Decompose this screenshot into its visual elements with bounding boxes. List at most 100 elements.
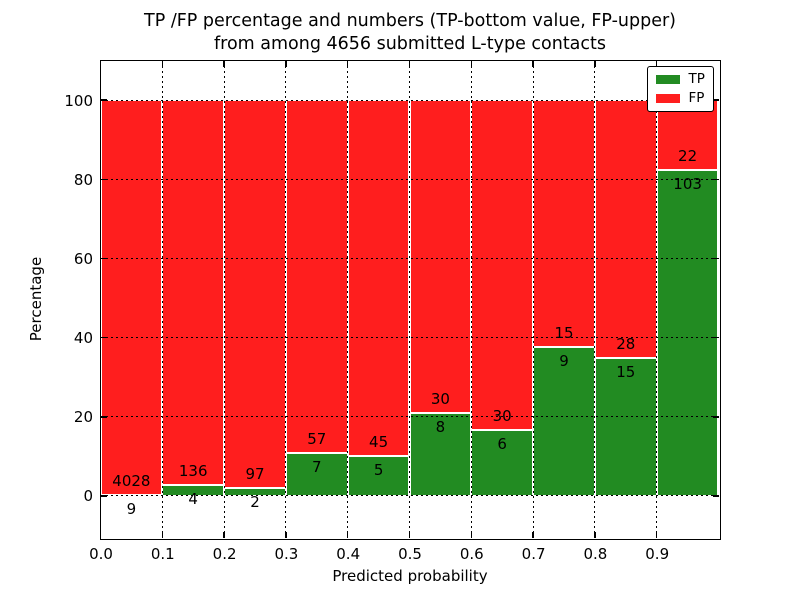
tick-mark-x-top (99, 60, 102, 67)
x-tick-label: 0.0 (89, 545, 113, 563)
y-tick-label: 0 (83, 487, 93, 506)
y-tick-label: 40 (73, 329, 93, 348)
gridline-horizontal (100, 337, 719, 339)
legend-swatch-fp (655, 93, 680, 103)
bar-fp-segment (162, 100, 225, 485)
tick-mark-x-top (408, 60, 411, 67)
tp-count-label: 4 (188, 489, 198, 508)
gridline-vertical (656, 60, 658, 538)
tick-mark-x-top (223, 60, 225, 67)
legend: TP FP (646, 65, 714, 112)
legend-row: FP (655, 89, 705, 108)
chart-title-line1: TP /FP percentage and numbers (TP-bottom… (144, 11, 676, 31)
tp-count-label: 9 (559, 352, 569, 371)
fp-count-label: 30 (430, 389, 450, 408)
bar-fp-segment (409, 100, 472, 413)
tick-mark-x-bottom (532, 531, 534, 538)
x-tick-label: 0.4 (336, 545, 361, 563)
tp-count-label: 2 (250, 492, 260, 511)
tick-mark-x-bottom (99, 531, 102, 538)
gridline-horizontal (100, 495, 719, 497)
gridline-horizontal (100, 416, 719, 418)
gridline-horizontal (100, 178, 719, 180)
tick-mark-x-bottom (285, 531, 287, 538)
fp-count-label: 30 (492, 406, 512, 425)
tick-mark-x-bottom (161, 531, 164, 538)
gridline-vertical (409, 60, 410, 538)
y-tick-label: 60 (73, 249, 93, 268)
tp-count-label: 8 (435, 417, 446, 436)
x-axis-label: Predicted probability (332, 567, 488, 585)
tp-count-label: 15 (616, 362, 636, 381)
x-tick-label: 0.2 (212, 545, 237, 563)
tick-mark-x-bottom (470, 531, 473, 538)
x-tick-label: 0.1 (150, 545, 175, 563)
tick-mark-x-bottom (223, 531, 225, 538)
x-tick-label: 0.6 (459, 545, 484, 563)
gridline-vertical (470, 60, 472, 538)
gridline-vertical (594, 60, 596, 538)
bar-fp-segment (471, 100, 534, 430)
tick-mark-y-left (100, 178, 107, 180)
bar-fp-segment (533, 100, 595, 348)
tick-mark-y-right (712, 416, 719, 418)
tick-mark-y-left (100, 257, 107, 260)
x-tick-label: 0.7 (521, 545, 546, 563)
bar-fp-segment (100, 100, 163, 496)
tick-mark-x-bottom (655, 531, 658, 538)
chart-title-line2: from among 4656 submitted L-type contact… (213, 33, 607, 54)
y-tick-label: 80 (73, 170, 93, 189)
fp-count-label: 15 (554, 324, 574, 343)
x-tick-label: 0.8 (583, 545, 608, 563)
tp-count-label: 7 (312, 457, 322, 476)
gridline-vertical (532, 60, 534, 538)
gridline-vertical (161, 60, 163, 538)
tp-count-label: 103 (673, 174, 702, 193)
tick-mark-y-left (100, 416, 107, 418)
legend-label-tp: TP (688, 70, 705, 87)
tick-mark-y-right (712, 336, 719, 339)
fp-count-label: 22 (678, 146, 698, 165)
tick-mark-x-bottom (346, 531, 349, 538)
bar-fp-segment (285, 100, 348, 453)
fp-count-label: 28 (616, 334, 636, 353)
fp-count-label: 45 (369, 433, 389, 452)
tick-mark-y-right (712, 99, 719, 101)
bar-tp-segment (409, 412, 472, 496)
legend-row: TP (655, 70, 705, 89)
y-tick-label: 20 (73, 408, 93, 427)
tick-mark-y-right (712, 495, 719, 497)
fp-count-label: 136 (178, 461, 208, 480)
tick-mark-x-top (470, 60, 473, 67)
gridline-vertical (223, 60, 225, 538)
legend-swatch-tp (655, 74, 680, 84)
y-tick-label: 100 (64, 91, 93, 110)
bar-fp-segment (347, 100, 410, 457)
tick-mark-x-top (161, 60, 164, 67)
tick-mark-x-top (655, 60, 658, 67)
bar-tp-segment (656, 169, 719, 496)
tick-mark-x-top (346, 60, 349, 67)
y-axis-label: Percentage (27, 256, 45, 342)
tp-count-label: 5 (373, 461, 384, 480)
tick-mark-x-bottom (594, 531, 596, 538)
gridline-horizontal (100, 257, 719, 259)
bar-tp-segment (533, 347, 595, 496)
tick-mark-y-left (100, 99, 107, 101)
tick-mark-y-right (712, 178, 719, 180)
tick-mark-y-left (100, 336, 107, 339)
tp-count-label: 9 (126, 500, 137, 519)
x-tick-label: 0.9 (645, 545, 670, 563)
fp-count-label: 97 (245, 464, 265, 483)
bar-fp-segment (594, 100, 657, 358)
fp-count-label: 57 (307, 429, 327, 448)
chart-title: TP /FP percentage and numbers (TP-bottom… (101, 10, 719, 55)
tick-mark-x-top (532, 60, 534, 67)
gridline-vertical (347, 60, 349, 538)
x-tick-label: 0.5 (398, 545, 422, 563)
tp-count-label: 6 (497, 434, 507, 453)
tick-mark-x-bottom (408, 531, 411, 538)
tick-mark-x-top (285, 60, 287, 67)
bar-fp-segment (656, 100, 719, 170)
